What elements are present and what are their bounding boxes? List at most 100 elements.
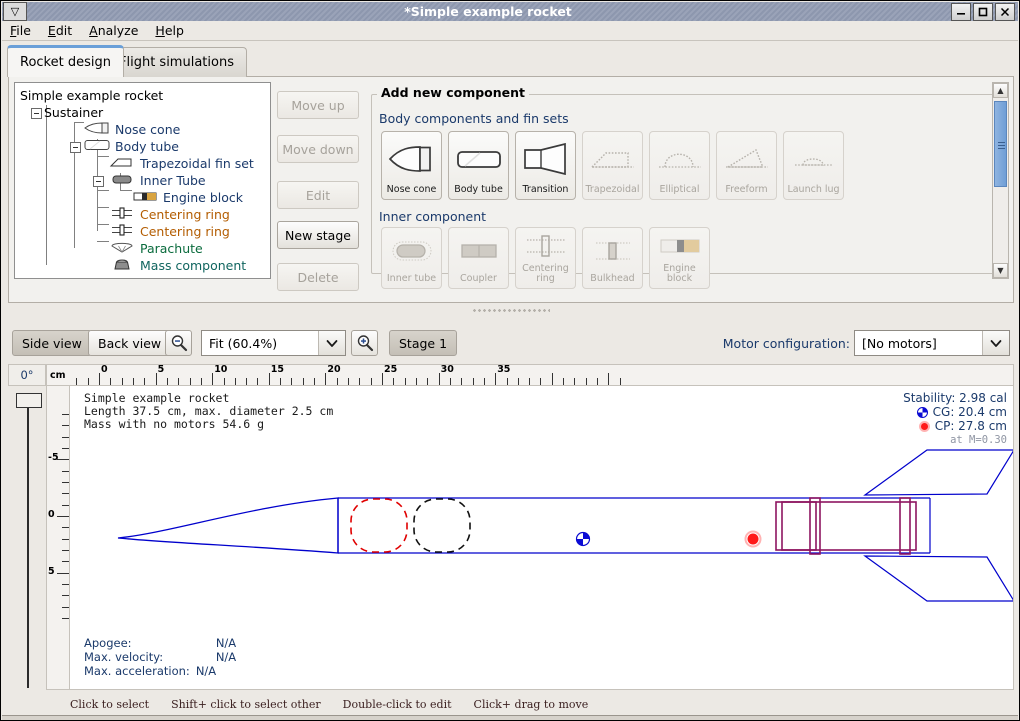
tree-node-engine-block[interactable]: Engine block	[132, 189, 243, 206]
slider-thumb[interactable]	[16, 393, 42, 408]
vruler-major-tick	[57, 516, 69, 517]
stability-row: Stability: 2.98 cal	[903, 391, 1007, 405]
scrollbar-thumb[interactable]	[994, 101, 1007, 187]
rocket-drawing[interactable]: Simple example rocket Length 37.5 cm, ma…	[70, 386, 1014, 690]
menu-edit[interactable]: Edit	[47, 23, 73, 38]
maximize-button[interactable]	[973, 2, 993, 21]
delete-button[interactable]: Delete	[277, 263, 359, 291]
add-nose-cone-button[interactable]: Nose cone	[381, 131, 442, 200]
cg-marker-dot	[575, 531, 591, 547]
ruler-minor-tick	[291, 378, 293, 385]
design-top-panel: Simple example rocket Sustainer Nose con…	[8, 76, 1014, 303]
body-components-label: Body components and fin sets	[379, 111, 569, 126]
status-bar: Click to select Shift+ click to select o…	[2, 692, 1018, 716]
scroll-up-icon[interactable]: ▲	[993, 83, 1008, 98]
ruler-major-tick	[212, 373, 214, 385]
menu-help[interactable]: Help	[155, 23, 184, 38]
tree-expander-sustainer[interactable]	[31, 108, 42, 119]
tree-node-sustainer[interactable]: Sustainer	[44, 104, 103, 121]
add-engine-block-button[interactable]: Engine block	[649, 227, 710, 289]
ruler-major-tick	[155, 373, 157, 385]
chevron-down-icon[interactable]	[318, 331, 345, 355]
edit-button[interactable]: Edit	[277, 181, 359, 209]
chevron-down-icon[interactable]	[982, 331, 1009, 355]
back-view-button[interactable]: Back view	[88, 330, 172, 356]
tree-node-centering-ring-2[interactable]: Centering ring	[109, 223, 230, 240]
ruler-tick-label: 5	[157, 364, 165, 375]
zoom-out-icon	[171, 335, 187, 352]
minimize-button[interactable]	[951, 2, 971, 21]
move-down-label: Move down	[282, 141, 354, 157]
vruler-minor-tick	[62, 493, 69, 495]
motor-configuration-value: [No motors]	[862, 335, 937, 351]
window-menu-icon[interactable]: ▽	[3, 2, 27, 21]
tree-node-mass-component[interactable]: Mass component	[109, 257, 246, 274]
add-inner-tube-button[interactable]: Inner tube	[381, 227, 442, 289]
elliptical-fin-art	[650, 132, 709, 185]
tree-node-inner-tube[interactable]: Inner Tube	[109, 172, 206, 189]
move-down-button[interactable]: Move down	[277, 135, 359, 163]
panel-splitter[interactable]	[8, 304, 1014, 318]
add-engine-block-label: Engine block	[663, 263, 696, 284]
component-tree[interactable]: Simple example rocket Sustainer Nose con…	[14, 82, 271, 279]
ruler-minor-tick	[483, 378, 485, 385]
tree-node-trapezoidal-fin-set[interactable]: Trapezoidal fin set	[109, 155, 254, 172]
add-coupler-button[interactable]: Coupler	[448, 227, 509, 289]
tree-node-parachute[interactable]: Parachute	[109, 240, 203, 257]
rotation-slider[interactable]	[8, 388, 46, 690]
rocket-info-text: Simple example rocket Length 37.5 cm, ma…	[84, 392, 333, 431]
new-stage-button[interactable]: New stage	[277, 221, 359, 249]
add-trapezoidal-fin-button[interactable]: Trapezoidal	[582, 131, 643, 200]
add-transition-button[interactable]: Transition	[515, 131, 576, 200]
splitter-grip	[472, 308, 550, 313]
add-freeform-fin-button[interactable]: Freeform	[716, 131, 777, 200]
zoom-in-button[interactable]	[351, 330, 378, 356]
add-bulkhead-label: Bulkhead	[590, 273, 635, 284]
scrollbar-grip	[998, 142, 1005, 149]
zoom-out-button[interactable]	[165, 330, 192, 356]
menu-file[interactable]: File	[10, 23, 31, 38]
ruler-major-tick	[325, 373, 327, 385]
ruler-minor-tick	[178, 378, 180, 385]
tab-rocket-design-label: Rocket design	[20, 55, 111, 70]
add-body-tube-button[interactable]: Body tube	[448, 131, 509, 200]
ruler-major-tick	[495, 373, 497, 385]
menu-analyze[interactable]: Analyze	[89, 23, 139, 38]
mass-component-icon	[109, 258, 135, 273]
add-inner-tube-label: Inner tube	[386, 273, 437, 284]
move-up-button[interactable]: Move up	[277, 91, 359, 119]
ruler-major-tick	[608, 373, 610, 385]
tree-node-body-tube[interactable]: Body tube	[84, 138, 179, 155]
add-bulkhead-button[interactable]: Bulkhead	[582, 227, 643, 289]
inner-tube-outline	[775, 501, 917, 551]
tree-expander-body-tube[interactable]	[70, 142, 81, 153]
tab-strip: Rocket design Flight simulations	[2, 45, 1018, 77]
vruler-tick-label: 0	[48, 509, 55, 520]
tree-node-root[interactable]: Simple example rocket	[20, 87, 163, 104]
sim-row-apogee: Apogee: N/A	[84, 637, 236, 651]
add-launch-lug-button[interactable]: Launch lug	[783, 131, 844, 200]
centering-ring-1-outline	[809, 497, 821, 555]
motor-configuration-combo[interactable]: [No motors]	[854, 330, 1010, 356]
scroll-down-icon[interactable]: ▼	[993, 263, 1008, 278]
side-view-button[interactable]: Side view	[12, 330, 92, 356]
apogee-label: Apogee:	[84, 636, 132, 650]
add-freeform-fin-label: Freeform	[725, 184, 768, 195]
apogee-value: N/A	[215, 636, 237, 650]
tab-rocket-design[interactable]: Rocket design	[7, 45, 124, 77]
add-centering-ring-button[interactable]: Centering ring	[515, 227, 576, 289]
window-title: *Simple example rocket	[404, 4, 572, 19]
tree-node-centering-ring-1[interactable]: Centering ring	[109, 206, 230, 223]
tab-flight-simulations[interactable]: Flight simulations	[106, 47, 247, 77]
ruler-minor-tick	[619, 378, 621, 385]
ruler-minor-tick	[76, 378, 78, 385]
zoom-level-combo[interactable]: Fit (60.4%)	[201, 330, 346, 356]
close-button[interactable]	[995, 2, 1015, 21]
add-elliptical-fin-button[interactable]: Elliptical	[649, 131, 710, 200]
stage-1-button[interactable]: Stage 1	[389, 330, 458, 356]
tree-node-nose-cone[interactable]: Nose cone	[84, 121, 180, 138]
tree-expander-inner-tube[interactable]	[93, 176, 104, 187]
ruler-minor-tick	[336, 378, 338, 385]
component-panel-scrollbar[interactable]: ▲ ▼	[992, 82, 1009, 279]
vruler-minor-tick	[62, 549, 69, 551]
